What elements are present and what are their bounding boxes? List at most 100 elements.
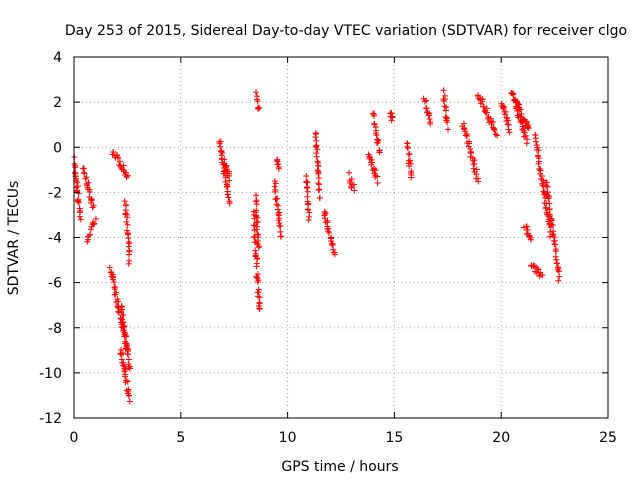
y-tick-label: -10: [39, 366, 62, 382]
data-point: [126, 248, 133, 255]
data-point: [544, 183, 551, 190]
data-point: [125, 260, 132, 267]
x-axis-label: GPS time / hours: [281, 459, 398, 475]
data-point: [538, 172, 545, 179]
data-point: [276, 209, 283, 216]
data-point: [124, 230, 131, 237]
data-point: [110, 149, 117, 156]
data-point: [441, 103, 448, 110]
data-point: [427, 119, 434, 126]
data-point: [440, 87, 447, 94]
data-point: [125, 364, 132, 371]
data-point: [550, 238, 557, 245]
data-point: [406, 150, 413, 157]
data-point: [504, 117, 511, 124]
data-point: [119, 349, 126, 356]
data-point: [473, 166, 480, 173]
data-point: [255, 104, 262, 111]
data-point: [518, 110, 525, 117]
data-point: [250, 222, 257, 229]
y-tick-label: 4: [53, 50, 62, 66]
data-point: [91, 220, 98, 227]
data-point: [543, 204, 550, 211]
data-point: [494, 132, 501, 139]
data-point: [315, 170, 322, 177]
data-point: [253, 198, 260, 205]
data-point: [304, 206, 311, 213]
data-point: [271, 183, 278, 190]
data-point: [278, 233, 285, 240]
data-point: [555, 264, 562, 271]
data-point: [90, 221, 97, 228]
data-point: [555, 268, 562, 275]
data-point: [371, 121, 378, 128]
data-point: [523, 223, 530, 230]
data-point: [217, 138, 224, 145]
data-point: [111, 279, 118, 286]
data-point: [256, 294, 263, 301]
data-point: [315, 175, 322, 182]
data-point: [272, 187, 279, 194]
data-point: [81, 170, 88, 177]
data-point: [122, 330, 129, 337]
data-point: [492, 131, 499, 138]
data-point: [539, 272, 546, 279]
data-point: [126, 365, 133, 372]
y-tick-label: -2: [48, 185, 62, 201]
data-point: [106, 264, 113, 271]
data-point: [548, 217, 555, 224]
data-point: [123, 333, 130, 340]
data-point: [350, 181, 357, 188]
data-point: [119, 316, 126, 323]
data-point: [313, 153, 320, 160]
data-point: [254, 255, 261, 262]
data-point: [89, 219, 96, 226]
data-point: [462, 128, 469, 135]
data-point: [126, 240, 133, 247]
data-point: [277, 223, 284, 230]
data-point: [303, 184, 310, 191]
data-point: [90, 202, 97, 209]
data-point: [491, 127, 498, 134]
data-point: [408, 174, 415, 181]
data-point: [254, 238, 261, 245]
data-point: [218, 148, 225, 155]
data-point: [273, 201, 280, 208]
data-point: [534, 266, 541, 273]
data-point: [373, 132, 380, 139]
data-point: [479, 98, 486, 105]
y-tick-label: -12: [39, 411, 62, 427]
data-point: [75, 199, 82, 206]
data-point: [315, 162, 322, 169]
data-point: [255, 244, 262, 251]
data-point: [388, 117, 395, 124]
data-point: [404, 145, 411, 152]
data-point: [75, 190, 82, 197]
data-point: [76, 213, 83, 220]
data-point: [470, 165, 477, 172]
data-point: [226, 200, 233, 207]
data-point: [114, 154, 121, 161]
data-point: [254, 93, 261, 100]
x-tick-label: 15: [385, 430, 403, 446]
data-point: [253, 89, 260, 96]
data-point: [509, 90, 516, 97]
data-point: [444, 119, 451, 126]
data-point: [121, 323, 128, 330]
data-point: [316, 181, 323, 188]
data-point: [224, 191, 231, 198]
data-point: [120, 312, 127, 319]
data-point: [528, 236, 534, 243]
data-point: [275, 165, 282, 172]
data-point: [115, 298, 122, 305]
data-point: [92, 215, 99, 222]
data-point: [404, 143, 411, 150]
data-point: [85, 179, 92, 186]
data-point: [351, 187, 358, 194]
data-point: [534, 144, 541, 151]
data-point: [256, 305, 263, 312]
data-point: [535, 158, 542, 165]
data-point: [275, 217, 282, 224]
data-point: [222, 163, 229, 170]
data-point: [517, 106, 524, 113]
